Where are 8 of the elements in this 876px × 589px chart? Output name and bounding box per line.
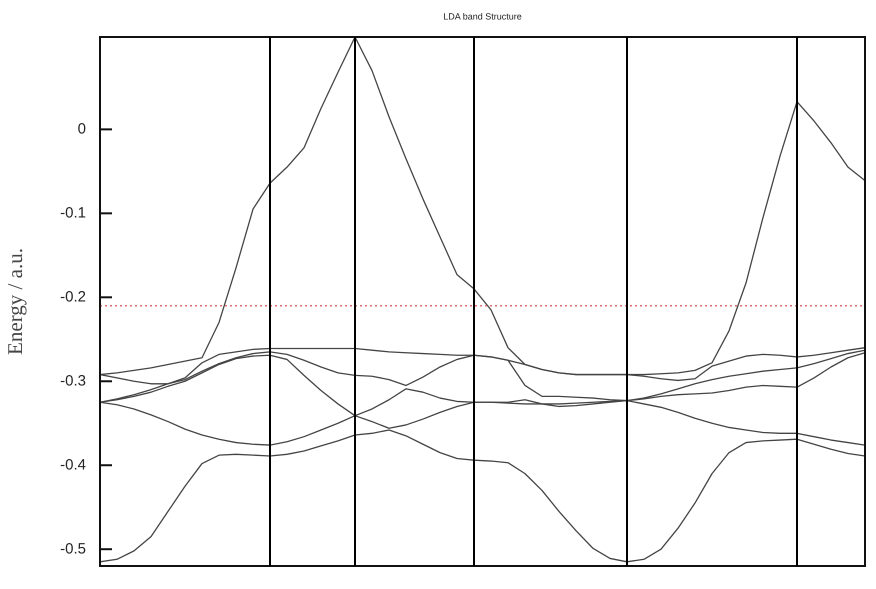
- y-tick-label: -0.5: [60, 540, 86, 558]
- chart-title: LDA band Structure: [443, 11, 522, 22]
- y-tick-label: -0.2: [60, 288, 86, 306]
- y-axis-title: Energy / a.u.: [3, 248, 28, 355]
- y-tick-label: -0.3: [60, 372, 86, 390]
- y-tick-label: -0.4: [60, 456, 86, 474]
- y-tick-label: -0.1: [60, 204, 86, 222]
- y-tick-label: 0: [78, 120, 86, 138]
